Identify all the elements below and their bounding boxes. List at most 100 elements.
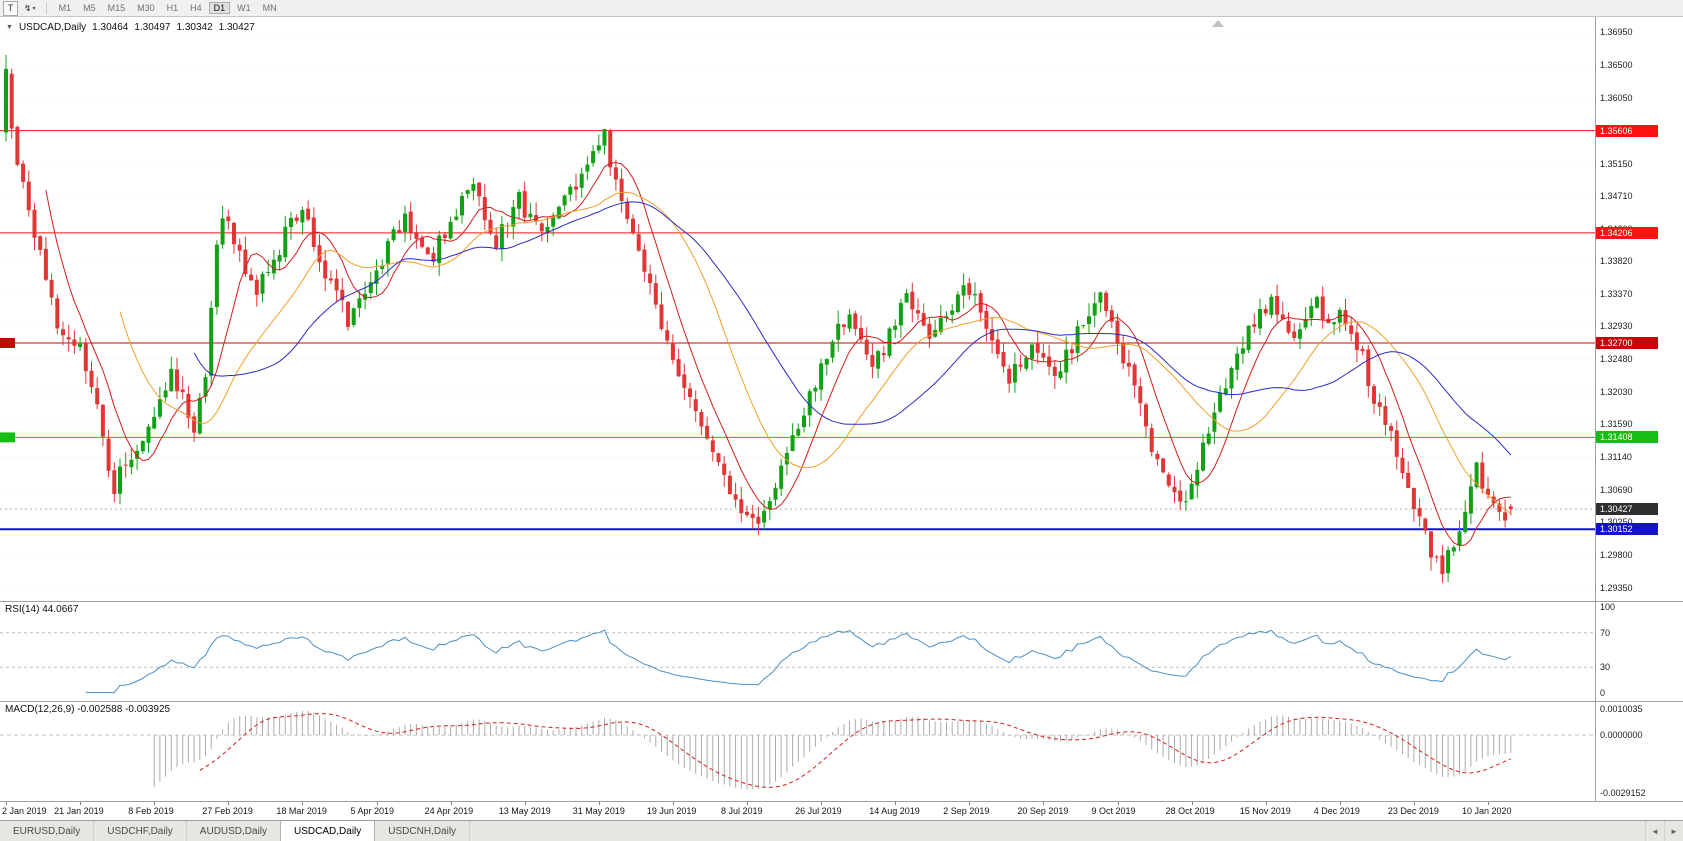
price-tick: 1.36950 <box>1600 27 1633 38</box>
time-label: 8 Feb 2019 <box>128 806 174 816</box>
rsi-canvas[interactable] <box>0 601 1595 706</box>
open-value: 1.30464 <box>92 22 129 33</box>
rsi-scale-label: 0 <box>1600 688 1606 698</box>
chart-tabs-bar: EURUSD,Daily USDCHF,Daily AUDUSD,Daily USDC… <box>0 820 1683 841</box>
time-tick <box>969 802 971 805</box>
macd-scale-label: -0.0029152 <box>1600 788 1646 798</box>
tab-usdcnh-daily[interactable]: USDCNH,Daily <box>375 821 471 841</box>
symbol-label: USDCAD,Daily <box>18 22 87 33</box>
macd-header: MACD(12,26,9) -0.002588 -0.003925 <box>5 704 171 715</box>
object-tool-icon: ↯ <box>24 2 32 13</box>
time-tick <box>524 802 526 805</box>
time-label: 31 May 2019 <box>572 806 625 816</box>
time-label: 5 Apr 2019 <box>350 806 395 816</box>
tab-scroll-right-icon[interactable]: ► <box>1664 821 1683 841</box>
tab-usdcad-daily[interactable]: USDCAD,Daily <box>280 821 376 841</box>
price-tick: 1.29350 <box>1600 582 1633 593</box>
time-tick <box>1043 802 1045 805</box>
price-tick: 1.32480 <box>1600 354 1633 365</box>
time-label: 27 Feb 2019 <box>202 806 253 816</box>
time-label: 23 Dec 2019 <box>1387 806 1439 816</box>
tab-audusd-daily[interactable]: AUDUSD,Daily <box>187 821 282 841</box>
price-level-badge: 1.32700 <box>1596 337 1658 349</box>
time-tick <box>302 802 304 805</box>
time-label: 19 Jun 2019 <box>646 806 697 816</box>
macd-canvas[interactable] <box>0 701 1595 806</box>
price-chart-canvas[interactable] <box>0 17 1595 606</box>
time-label: 10 Jan 2020 <box>1462 806 1512 816</box>
time-tick <box>598 802 600 805</box>
timeframe-m1[interactable]: M1 <box>58 3 72 13</box>
tab-eurusd-daily[interactable]: EURUSD,Daily <box>0 821 95 841</box>
time-tick <box>376 802 378 805</box>
price-tick: 1.32930 <box>1600 321 1633 332</box>
tab-scroll-left-icon[interactable]: ◄ <box>1645 821 1664 841</box>
price-level-badge: 1.34206 <box>1596 226 1658 239</box>
panel-divider[interactable] <box>0 601 1683 602</box>
price-level-badge: 1.35606 <box>1596 124 1658 137</box>
price-tick: 1.31140 <box>1600 452 1632 462</box>
collapse-icon[interactable]: ▼ <box>6 24 13 31</box>
time-label: 14 Aug 2019 <box>869 806 920 816</box>
price-level-badge: 1.30152 <box>1596 523 1658 536</box>
rsi-header: RSI(14) 44.0667 <box>5 604 79 615</box>
price-tick: 1.29800 <box>1600 550 1633 560</box>
price-chart-panel[interactable]: ▼ USDCAD,Daily 1.30464 1.30497 1.30342 1… <box>0 17 1595 601</box>
text-tool-button[interactable]: T <box>3 0 18 16</box>
time-tick <box>747 802 748 805</box>
price-tick: 1.33370 <box>1600 289 1633 299</box>
object-tool-button[interactable]: ↯ ▾ <box>21 2 39 15</box>
rsi-scale-label: 100 <box>1600 602 1616 612</box>
price-tick: 1.33820 <box>1600 256 1633 267</box>
time-label: 24 Apr 2019 <box>424 806 474 816</box>
timeframe-d1[interactable]: D1 <box>208 2 231 14</box>
time-tick <box>1413 802 1415 805</box>
time-tick <box>672 802 674 805</box>
timeframe-mn[interactable]: MN <box>262 3 277 13</box>
time-label: 8 Jul 2019 <box>721 806 763 816</box>
tab-spacer <box>470 821 1645 841</box>
timeframe-group: M1 M5 M15 M30 H1 H4 D1 W1 MN <box>54 2 282 14</box>
time-tick <box>80 802 82 805</box>
price-tick: 1.36050 <box>1600 93 1633 104</box>
price-tick: 1.30690 <box>1600 484 1633 495</box>
time-tick <box>821 802 823 805</box>
time-tick <box>6 802 7 805</box>
macd-indicator-panel[interactable]: MACD(12,26,9) -0.002588 -0.003925 <box>0 701 1595 801</box>
timeframe-m5[interactable]: M5 <box>83 3 96 13</box>
time-label: 28 Oct 2019 <box>1165 806 1215 816</box>
time-tick <box>228 802 230 805</box>
time-tick <box>1488 802 1489 805</box>
time-label: 2 Sep 2019 <box>943 806 990 816</box>
timeframe-h4[interactable]: H4 <box>190 3 202 13</box>
price-tick: 1.36500 <box>1600 60 1633 71</box>
price-tick: 1.35150 <box>1600 158 1633 169</box>
current-price-badge: 1.30427 <box>1596 503 1658 516</box>
macd-scale-label: 0.0010035 <box>1600 704 1643 714</box>
high-value: 1.30497 <box>134 22 171 33</box>
time-axis[interactable]: 2 Jan 2019 21 Jan 2019 8 Feb 2019 27 Feb 20… <box>0 801 1683 820</box>
price-level-badge: 1.31408 <box>1596 431 1658 444</box>
timeframe-h1[interactable]: H1 <box>166 3 179 13</box>
price-tick: 1.30250 <box>1600 517 1633 528</box>
chart-toolbar: T ↯ ▾ M1 M5 M15 M30 H1 H4 D1 W1 MN <box>0 0 1683 17</box>
timeframe-m30[interactable]: M30 <box>137 3 155 13</box>
toolbar-separator <box>45 2 47 14</box>
panel-divider <box>0 801 1683 802</box>
time-tick <box>1191 802 1193 805</box>
time-tick <box>1265 802 1267 805</box>
close-value: 1.30427 <box>218 22 255 33</box>
timeframe-m15[interactable]: M15 <box>107 3 126 13</box>
rsi-indicator-panel[interactable]: RSI(14) 44.0667 <box>0 601 1595 701</box>
tab-usdchf-daily[interactable]: USDCHF,Daily <box>94 821 187 841</box>
price-tick: 1.31590 <box>1600 419 1633 430</box>
timeframe-w1[interactable]: W1 <box>237 3 251 13</box>
time-label: 2 Jan 2019 <box>2 806 47 816</box>
chart-ohlc-header: ▼ USDCAD,Daily 1.30464 1.30497 1.30342 1… <box>6 22 255 33</box>
time-tick <box>154 802 156 805</box>
panel-divider[interactable] <box>0 701 1683 702</box>
time-tick <box>450 802 452 805</box>
price-tick: 1.32030 <box>1600 387 1633 397</box>
rsi-scale-label: 70 <box>1600 627 1611 638</box>
price-scale[interactable]: 1.369501.365001.360501.356001.351501.347… <box>1595 17 1683 801</box>
